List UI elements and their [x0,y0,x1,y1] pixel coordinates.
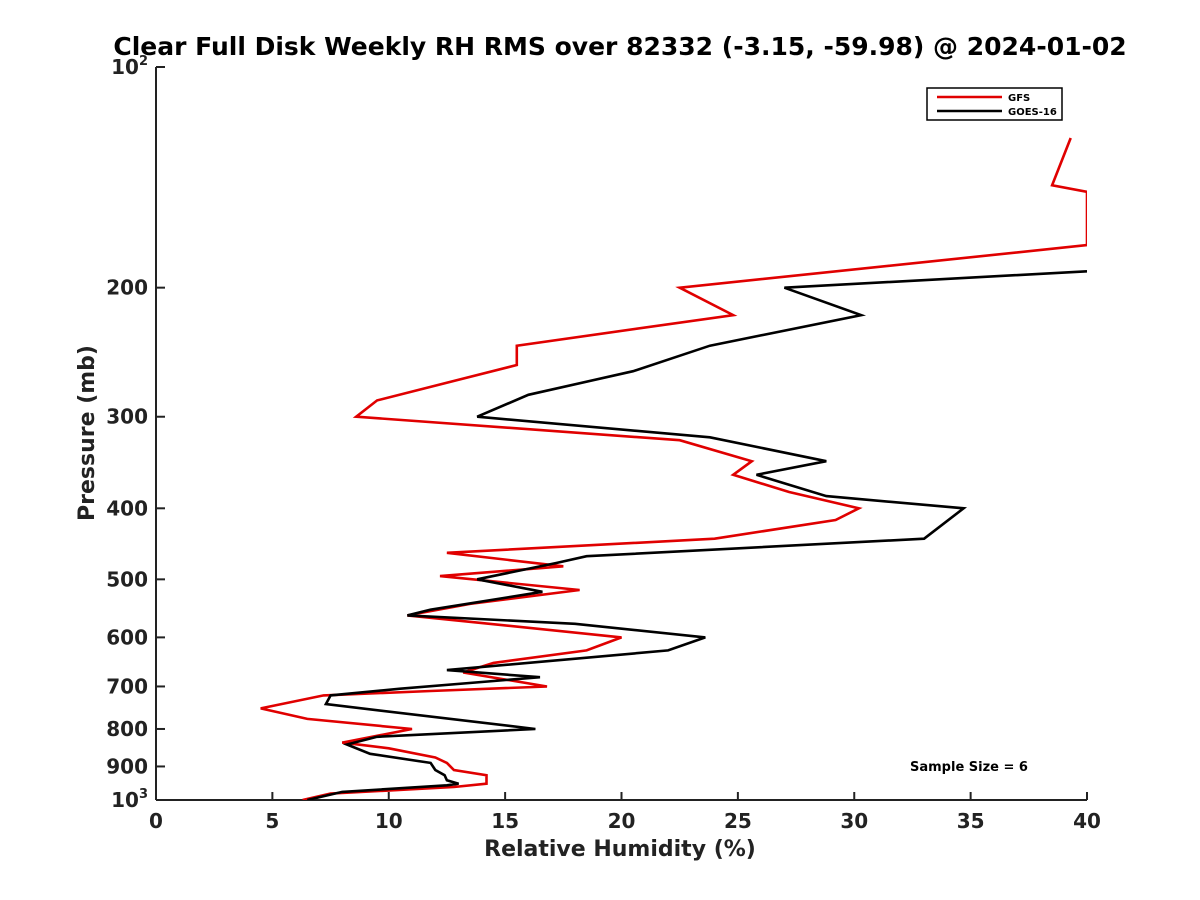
legend-label: GOES-16 [1008,107,1057,118]
sample-size-annotation: Sample Size = 6 [910,760,1028,775]
chart-title: Clear Full Disk Weekly RH RMS over 82332… [113,32,1126,61]
x-tick-label: 30 [840,809,868,833]
plot-area [260,137,1087,800]
legend-label: GFS [1008,93,1030,104]
legend: GFS GOES-16 [926,87,1063,121]
y-tick-label: 400 [106,496,148,520]
x-tick-label: 15 [491,809,519,833]
x-tick-label: 40 [1073,809,1101,833]
x-tick-label: 25 [724,809,752,833]
y-tick-label: 300 [106,405,148,429]
x-axis-label: Relative Humidity (%) [484,837,756,862]
x-tick-label: 0 [149,809,163,833]
y-tick-label: 200 [106,276,148,300]
x-tick-label: 20 [608,809,636,833]
series-line-goes-16 [307,270,1087,800]
y-axis-label: Pressure (mb) [75,345,100,521]
x-tick-label: 5 [265,809,279,833]
y-tick-label: 500 [106,567,148,591]
y-tick-label: 900 [106,754,148,778]
y-tick-label: 103 [111,787,148,812]
x-tick-label: 10 [375,809,403,833]
y-tick-label: 800 [106,717,148,741]
y-tick-label: 700 [106,674,148,698]
y-tick-label: 102 [111,54,148,79]
axes: 0 5 10 15 20 25 30 35 40 102 200 300 400 500 600 700 800… [106,54,1101,833]
x-tick-label: 35 [957,809,985,833]
y-tick-label: 600 [106,625,148,649]
legend-box [926,87,1063,121]
